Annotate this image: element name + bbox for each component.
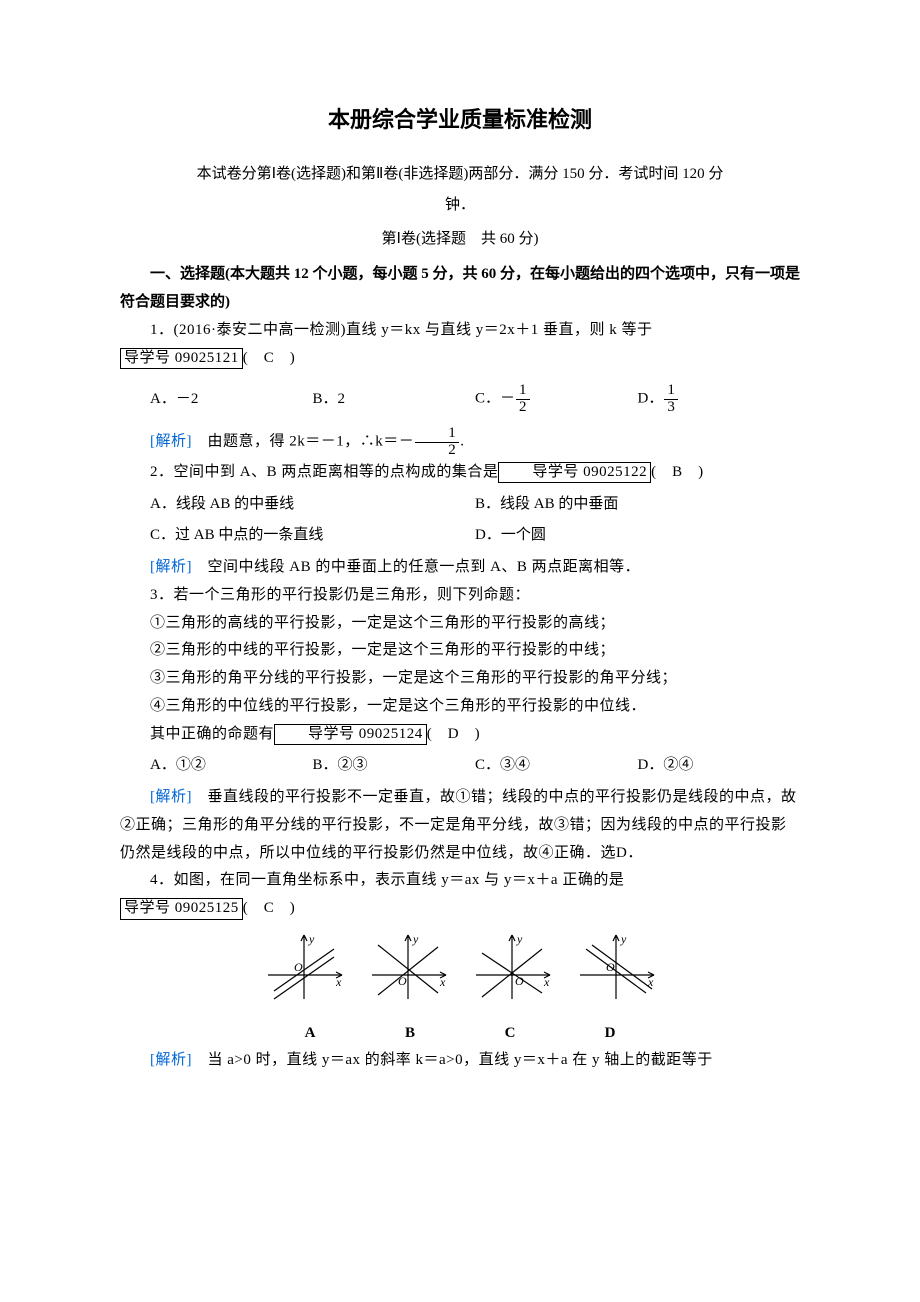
analysis-label: [解析]	[150, 789, 192, 805]
q2-opt-a: A．线段 AB 的中垂线	[150, 491, 475, 519]
q3-studynum-box: 导学号 09025124	[274, 724, 427, 746]
svg-text:y: y	[620, 932, 627, 946]
q1-opt-c: C．－12	[475, 383, 638, 416]
q4-figures: y O x y O x y O x y	[120, 931, 800, 1014]
q2-stem-text: 2．空间中到 A、B 两点距离相等的点构成的集合是	[150, 464, 498, 480]
svg-text:x: x	[439, 975, 446, 989]
fig-label-b: B	[360, 1020, 460, 1048]
q3-answer: ( D )	[427, 726, 480, 742]
q3-opt-c: C．③④	[475, 752, 638, 780]
analysis-label: [解析]	[150, 1052, 192, 1068]
svg-text:O: O	[398, 974, 407, 988]
q1-analysis-a: 由题意，得 2k＝－1，∴k＝－	[192, 434, 414, 450]
q3-options: A．①② B．②③ C．③④ D．②④	[120, 752, 800, 780]
figure-d: y O x	[572, 931, 660, 1003]
q3-tail-text: 其中正确的命题有	[150, 726, 274, 742]
q4-studynum-box: 导学号 09025125	[120, 898, 243, 920]
q1-studynum-box: 导学号 09025121	[120, 348, 243, 370]
q1-opt-a: A．－2	[150, 386, 313, 414]
q3-line2: ②三角形的中线的平行投影，一定是这个三角形的平行投影的中线；	[120, 637, 800, 665]
q1-stem-text: 1．(2016·泰安二中高一检测)直线 y＝kx 与直线 y＝2x＋1 垂直，则…	[150, 322, 653, 338]
svg-text:y: y	[308, 932, 315, 946]
q3-opt-b: B．②③	[313, 752, 476, 780]
q2-opt-b: B．线段 AB 的中垂面	[475, 491, 800, 519]
q2-studynum-box: 导学号 09025122	[498, 462, 651, 484]
q4-analysis: [解析] 当 a>0 时，直线 y＝ax 的斜率 k＝a>0，直线 y＝x＋a …	[120, 1047, 800, 1075]
q1-answer: ( C )	[243, 350, 296, 366]
q4-analysis-text: 当 a>0 时，直线 y＝ax 的斜率 k＝a>0，直线 y＝x＋a 在 y 轴…	[192, 1052, 713, 1068]
q4-answer: ( C )	[243, 900, 296, 916]
q2-opt-c: C．过 AB 中点的一条直线	[150, 522, 475, 550]
q4-stem-text: 4．如图，在同一直角坐标系中，表示直线 y＝ax 与 y＝x＋a 正确的是	[150, 872, 624, 888]
q2-analysis: [解析] 空间中线段 AB 的中垂面上的任意一点到 A、B 两点距离相等．	[120, 554, 800, 582]
svg-text:x: x	[647, 975, 654, 989]
q3-tail: 其中正确的命题有导学号 09025124( D )	[120, 721, 800, 749]
svg-text:O: O	[515, 974, 524, 988]
section-1-heading: 一、选择题(本大题共 12 个小题，每小题 5 分，共 60 分，在每小题给出的…	[120, 261, 800, 317]
svg-text:x: x	[543, 975, 550, 989]
svg-text:y: y	[412, 932, 419, 946]
figure-b: y O x	[364, 931, 452, 1003]
q3-analysis: [解析] 垂直线段的平行投影不一定垂直，故①错；线段的中点的平行投影仍是线段的中…	[120, 784, 800, 867]
q1-opt-d: D．13	[638, 383, 801, 416]
q2-opt-d: D．一个圆	[475, 522, 800, 550]
intro-line-1: 本试卷分第Ⅰ卷(选择题)和第Ⅱ卷(非选择题)两部分．满分 150 分．考试时间 …	[120, 159, 800, 191]
q2-answer: ( B )	[651, 464, 704, 480]
q3-analysis-text: 垂直线段的平行投影不一定垂直，故①错；线段的中点的平行投影仍是线段的中点，故②正…	[120, 789, 797, 861]
q3-line4: ④三角形的中位线的平行投影，一定是这个三角形的平行投影的中位线．	[120, 693, 800, 721]
q4-stem: 4．如图，在同一直角坐标系中，表示直线 y＝ax 与 y＝x＋a 正确的是	[120, 867, 800, 895]
q1-stem: 1．(2016·泰安二中高一检测)直线 y＝kx 与直线 y＝2x＋1 垂直，则…	[120, 317, 800, 345]
svg-text:O: O	[294, 960, 303, 974]
page-title: 本册综合学业质量标准检测	[120, 100, 800, 141]
q2-analysis-text: 空间中线段 AB 的中垂面上的任意一点到 A、B 两点距离相等．	[192, 559, 640, 575]
fig-label-a: A	[260, 1020, 360, 1048]
intro-line-2: 钟．	[120, 190, 800, 222]
figure-c: y O x	[468, 931, 556, 1003]
analysis-label: [解析]	[150, 434, 192, 450]
q4-figure-labels: A B C D	[120, 1020, 800, 1048]
q3-stem: 3．若一个三角形的平行投影仍是三角形，则下列命题：	[120, 582, 800, 610]
q4-box-line: 导学号 09025125( C )	[120, 895, 800, 923]
q1-options: A．－2 B．2 C．－12 D．13	[120, 376, 800, 422]
q3-opt-d: D．②④	[638, 752, 801, 780]
q3-line1: ①三角形的高线的平行投影，一定是这个三角形的平行投影的高线；	[120, 610, 800, 638]
q2-stem: 2．空间中到 A、B 两点距离相等的点构成的集合是导学号 09025122( B…	[120, 459, 800, 487]
q3-line3: ③三角形的角平分线的平行投影，一定是这个三角形的平行投影的角平分线；	[120, 665, 800, 693]
q1-box-line: 导学号 09025121( C )	[120, 345, 800, 373]
q2-options-row2: C．过 AB 中点的一条直线 D．一个圆	[120, 522, 800, 550]
analysis-label: [解析]	[150, 559, 192, 575]
q1-analysis-b: .	[460, 434, 464, 450]
figure-a: y O x	[260, 931, 348, 1003]
q3-opt-a: A．①②	[150, 752, 313, 780]
fig-label-d: D	[560, 1020, 660, 1048]
svg-text:x: x	[335, 975, 342, 989]
fig-label-c: C	[460, 1020, 560, 1048]
part-label: 第Ⅰ卷(选择题 共 60 分)	[120, 226, 800, 254]
q1-opt-b: B．2	[313, 386, 476, 414]
intro-block: 本试卷分第Ⅰ卷(选择题)和第Ⅱ卷(非选择题)两部分．满分 150 分．考试时间 …	[120, 159, 800, 222]
q2-options-row1: A．线段 AB 的中垂线 B．线段 AB 的中垂面	[120, 491, 800, 519]
svg-text:O: O	[606, 960, 615, 974]
svg-text:y: y	[516, 932, 523, 946]
q1-analysis: [解析] 由题意，得 2k＝－1，∴k＝－12.	[120, 426, 800, 459]
